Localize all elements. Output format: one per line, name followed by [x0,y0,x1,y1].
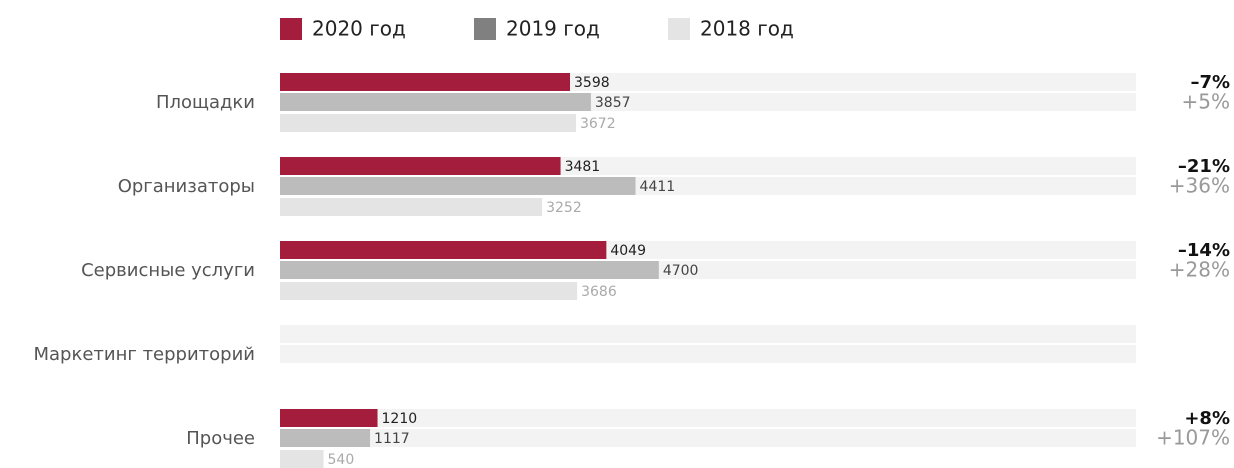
bar [280,73,571,91]
legend-label: 2018 год [700,17,794,41]
change-label: –7% [1190,72,1230,93]
category-label: Сервисные услуги [81,260,255,281]
bar [280,114,576,132]
category-label: Организаторы [118,176,255,197]
bar [280,261,659,279]
track [280,409,1136,427]
value-label: 3857 [595,95,631,111]
value-label: 3686 [581,284,617,300]
bar [280,450,324,468]
change-label: +5% [1182,90,1231,114]
track [280,325,1136,343]
bar [280,409,378,427]
category-label: Прочее [186,428,255,449]
value-label: 3598 [574,75,610,91]
bar [280,282,578,300]
legend-swatch [280,18,302,40]
value-label: 3252 [546,200,582,216]
change-label: +28% [1169,258,1230,282]
bar [280,93,591,111]
legend-swatch [668,18,690,40]
change-label: –21% [1178,156,1230,177]
change-label: +107% [1156,426,1230,450]
track [280,429,1136,447]
change-label: +36% [1169,174,1230,198]
value-label: 3672 [580,116,616,132]
value-label: 4049 [610,243,646,259]
legend-label: 2019 год [506,17,600,41]
track [280,345,1136,363]
value-label: 1210 [382,411,418,427]
value-label: 4411 [640,179,676,195]
value-label: 540 [328,452,355,468]
legend-swatch [474,18,496,40]
legend-label: 2020 год [312,17,406,41]
bar [280,241,607,259]
value-label: 4700 [663,263,699,279]
change-label: +8% [1184,408,1230,429]
change-label: –14% [1178,240,1230,261]
bar [280,157,561,175]
bar [280,198,543,216]
category-label: Площадки [156,92,255,113]
value-label: 3481 [565,159,601,175]
bar [280,429,371,447]
category-label: Маркетинг территорий [34,344,256,365]
value-label: 1117 [374,431,410,447]
bar [280,177,636,195]
